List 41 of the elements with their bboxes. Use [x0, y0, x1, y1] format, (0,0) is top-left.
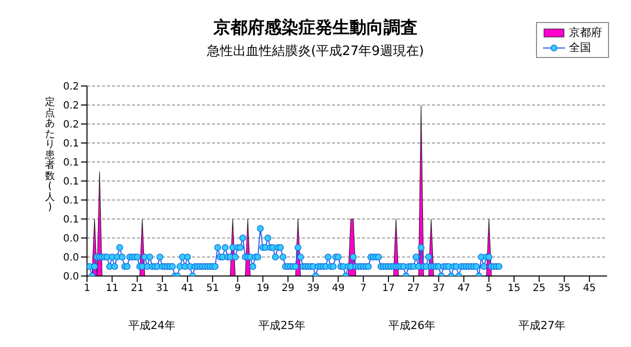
text: 定点あたり患者数(人) [45, 97, 55, 213]
x-tick-label: 11 [106, 283, 118, 294]
y-tick-label: 0.2 [63, 120, 79, 131]
text: 平成26年 [388, 318, 436, 333]
x-tick-label: 17 [382, 283, 395, 294]
y-tick-label: 0.1 [63, 138, 79, 150]
x-tick-label: 27 [407, 283, 420, 294]
x-tick-label: 47 [457, 283, 470, 294]
x-tick-label: 5 [486, 283, 492, 294]
y-tick-label: 0.0 [63, 234, 79, 245]
x-tick-label: 25 [532, 283, 546, 294]
x-tick-label: 1 [84, 283, 90, 294]
x-tick-label: 19 [256, 283, 270, 294]
x-tick-label: 31 [156, 283, 169, 294]
x-tick-label: 21 [130, 283, 144, 294]
x-tick-label: 9 [234, 283, 241, 294]
chart-title: 京都府感染症発生動向調査 [214, 18, 418, 38]
x-tick-label: 15 [508, 283, 520, 294]
y-tick-label: 0.2 [63, 100, 79, 112]
y-tick-label: 0.0 [63, 272, 79, 283]
legend-label: 全国 [569, 40, 591, 55]
y-tick-label: 0.1 [63, 214, 79, 226]
x-tick-label: 7 [360, 283, 367, 294]
x-tick-label: 49 [332, 283, 345, 294]
x-tick-label: 35 [558, 283, 571, 294]
y-tick-label: 0.1 [63, 158, 79, 169]
x-tick-label: 51 [206, 283, 219, 294]
chart-subtitle: 急性出血性結膜炎(平成27年9週現在) [207, 44, 424, 59]
text: 平成24年 [128, 318, 176, 333]
y-tick-label: 0.2 [63, 82, 79, 93]
y-tick-label: 0.1 [63, 176, 79, 188]
x-tick-label: 45 [583, 283, 596, 294]
text: 平成27年 [518, 318, 566, 333]
text: 平成25年 [258, 318, 306, 333]
x-tick-label: 41 [181, 283, 194, 294]
y-tick-label: 0.1 [63, 196, 79, 207]
x-tick-label: 39 [306, 283, 320, 294]
x-tick-label: 29 [282, 283, 294, 294]
y-tick-label: 0.0 [63, 252, 79, 264]
x-tick-label: 37 [432, 283, 446, 294]
legend-label: 京都府 [569, 25, 602, 40]
